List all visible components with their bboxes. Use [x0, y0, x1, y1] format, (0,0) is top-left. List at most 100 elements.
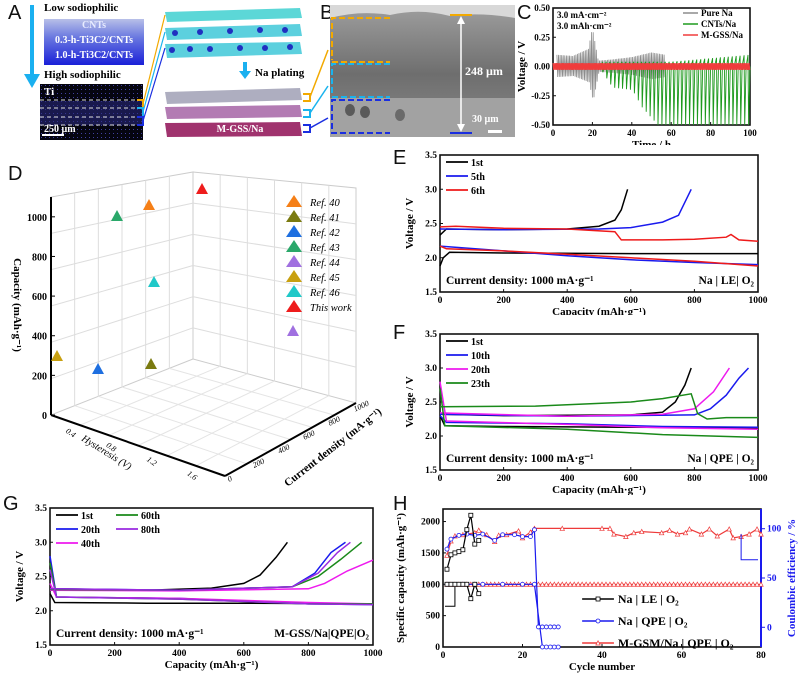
- marker: [662, 581, 669, 587]
- panel-letter-d: D: [8, 163, 23, 185]
- y-tick-label: 3.0: [425, 364, 437, 374]
- marker: [475, 527, 482, 533]
- y-axis-label: Voltage / V: [516, 41, 528, 92]
- x-tick-label: 1000: [749, 296, 768, 306]
- marker: [555, 581, 562, 587]
- marker: [666, 581, 673, 587]
- marker: [456, 549, 462, 555]
- annotation-cell-config: Na | QPE | O₂: [687, 453, 754, 465]
- marker: [654, 581, 661, 587]
- marker: [706, 526, 713, 532]
- panel-b: B 248 µm 30 µm: [320, 0, 520, 140]
- marker: [674, 581, 681, 587]
- y-tick-label: 3.0: [35, 538, 47, 548]
- x-tick-label: 200: [496, 296, 511, 306]
- marker: [520, 581, 525, 587]
- panel-letter-f: F: [393, 322, 406, 344]
- marker: [730, 581, 736, 587]
- marker: [686, 581, 693, 587]
- legend-label: This work: [310, 303, 352, 314]
- marker: [448, 552, 454, 558]
- legend-label: Ref. 41: [309, 213, 340, 224]
- x-tick-label: 1000: [749, 474, 768, 484]
- legend-marker: [286, 225, 302, 237]
- panel-letter-a: A: [8, 2, 22, 24]
- ti-label: Ti: [44, 86, 55, 98]
- layer-label-0-3h: 0.3-h-Ti3C2/CNTs: [54, 35, 134, 46]
- legend-label: Ref. 45: [309, 273, 340, 284]
- marker: [500, 532, 506, 538]
- marker: [551, 644, 557, 650]
- y-tick-label: -0.50: [531, 120, 550, 130]
- data-point-ref-43: [111, 210, 123, 221]
- marker: [607, 581, 613, 587]
- x-tick-label: 1000: [364, 649, 383, 659]
- x-tick-label: 60: [667, 128, 677, 138]
- marker: [627, 581, 633, 587]
- chart-g: 0 200 400 600 800 1000 1.5 2.0 2.5 3.0 3.5 Capacity…: [14, 504, 383, 671]
- legend-label: Ref. 46: [309, 288, 340, 299]
- panel-letter-h: H: [393, 493, 408, 515]
- marker: [444, 566, 450, 572]
- y-tick-label: 500: [426, 612, 441, 622]
- series-charge-6th: [439, 225, 759, 243]
- legend-label: Ref. 42: [309, 228, 340, 239]
- z-tick-label: 200: [32, 371, 47, 382]
- marker: [567, 581, 573, 587]
- plated-layer-3: [165, 122, 302, 137]
- legend-label: 1st: [81, 511, 94, 522]
- marker: [452, 581, 458, 587]
- plot-frame: [439, 154, 759, 293]
- marker: [714, 581, 721, 587]
- arrow-head: [24, 74, 40, 88]
- z-tick-label: 400: [32, 332, 47, 343]
- marker: [539, 581, 546, 587]
- x-tick-label: 20: [588, 128, 598, 138]
- marker: [658, 581, 665, 587]
- x-axis-label: Capacity (mAh·g⁻¹): [552, 484, 646, 495]
- marker: [460, 547, 466, 553]
- marker: [547, 624, 553, 630]
- marker: [690, 581, 697, 587]
- gridline: [192, 202, 357, 225]
- marker: [512, 532, 517, 538]
- legend-label: 80th: [141, 525, 160, 536]
- high-sodiophilic-label: High sodiophilic: [44, 69, 121, 81]
- y-axis-label: Voltage / V: [404, 198, 416, 249]
- data-point-ref-44: [287, 325, 299, 336]
- legend-label: 40th: [81, 539, 100, 550]
- x-tick-label: 400: [560, 474, 575, 484]
- legend-marker: [286, 255, 302, 267]
- series-discharge-1st: [439, 251, 758, 267]
- marker: [611, 531, 617, 537]
- marker: [532, 527, 537, 533]
- legend-label: M-GSM/Na | QPE | O₂: [618, 636, 734, 650]
- data-point-ref-40: [143, 199, 155, 210]
- legend-label: 23th: [471, 379, 490, 390]
- marker: [650, 581, 657, 587]
- annotation-current-density: Current density: 1000 mA·g⁻¹: [446, 453, 594, 465]
- marker: [595, 640, 601, 646]
- legend-marker: [286, 300, 302, 312]
- x-tick-label: 600: [624, 474, 639, 484]
- x-axis-label: Cycle number: [569, 661, 635, 673]
- y-tick-label: 2.0: [425, 254, 437, 264]
- chart-c: 0 20 40 60 80 100 -0.50 -0.25 0.00 0.25 0.50 Time /…: [516, 3, 757, 145]
- marker: [571, 581, 577, 587]
- y-tick-label: 2000: [421, 518, 440, 528]
- plated-layer-2: [165, 105, 302, 119]
- marker: [595, 618, 601, 624]
- panel-letter-g: G: [3, 493, 19, 515]
- marker: [539, 644, 545, 650]
- legend-label: Na | LE | O₂: [618, 592, 679, 606]
- marker: [460, 581, 466, 587]
- y-tick-label: 0: [435, 643, 440, 653]
- x-tick-label: 400: [172, 649, 187, 659]
- series-charge-23th: [439, 392, 758, 420]
- series-discharge-6th: [439, 245, 759, 267]
- x-tick-label: 0: [438, 296, 443, 306]
- legend-label: 6th: [471, 186, 485, 197]
- marker: [702, 581, 709, 587]
- z-axis-label: Capacity (mAh·g⁻¹): [11, 258, 23, 352]
